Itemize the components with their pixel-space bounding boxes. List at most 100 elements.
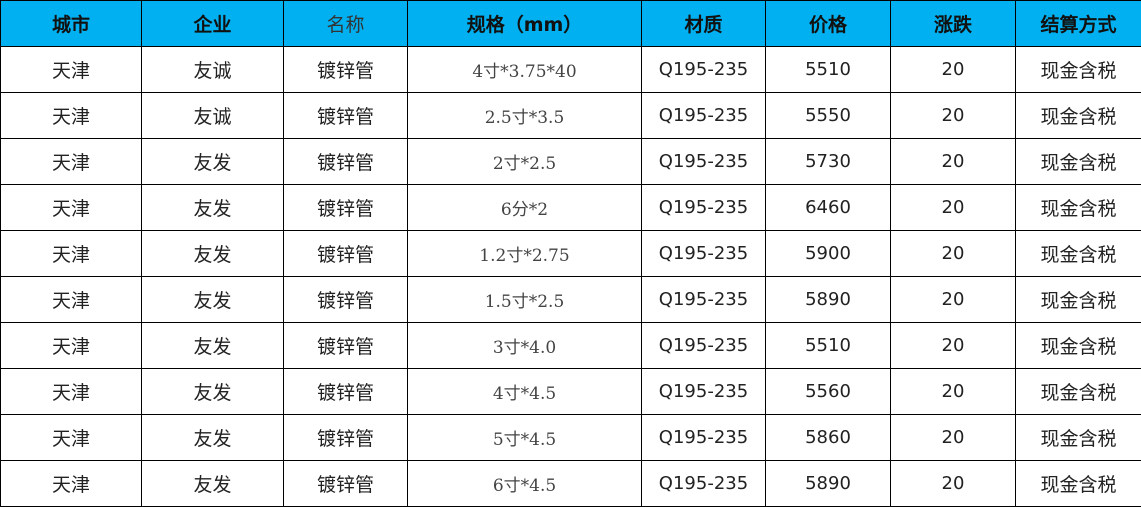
cell-material: Q195-235 [641,138,766,185]
cell-settlement: 现金含税 [1015,460,1141,507]
cell-material: Q195-235 [641,184,766,231]
cell-change: 20 [890,276,1016,323]
cell-settlement: 现金含税 [1015,368,1141,415]
table-row: 天津 友发 镀锌管 3寸*4.0 Q195-235 5510 20 现金含税 [0,322,1141,369]
cell-product: 镀锌管 [283,92,408,139]
cell-price: 5900 [765,230,891,277]
cell-material: Q195-235 [641,414,766,461]
table-row: 天津 友诚 镀锌管 4寸*3.75*40 Q195-235 5510 20 现金含税 [0,46,1141,93]
cell-price: 5860 [765,414,891,461]
cell-product: 镀锌管 [283,368,408,415]
column-header-city: 城市 [0,0,142,47]
cell-settlement: 现金含税 [1015,92,1141,139]
column-header-spec: 规格（mm） [407,0,642,47]
cell-price: 5730 [765,138,891,185]
cell-change: 20 [890,414,1016,461]
cell-city: 天津 [0,276,142,323]
cell-company: 友发 [141,184,284,231]
cell-change: 20 [890,46,1016,93]
table-row: 天津 友发 镀锌管 6分*2 Q195-235 6460 20 现金含税 [0,184,1141,231]
table-row: 天津 友发 镀锌管 4寸*4.5 Q195-235 5560 20 现金含税 [0,368,1141,415]
table-row: 天津 友发 镀锌管 5寸*4.5 Q195-235 5860 20 现金含税 [0,414,1141,461]
cell-price: 5890 [765,460,891,507]
column-header-price: 价格 [765,0,891,47]
cell-product: 镀锌管 [283,276,408,323]
cell-city: 天津 [0,46,142,93]
cell-material: Q195-235 [641,46,766,93]
cell-settlement: 现金含税 [1015,184,1141,231]
cell-product: 镀锌管 [283,322,408,369]
cell-company: 友发 [141,322,284,369]
cell-change: 20 [890,368,1016,415]
cell-settlement: 现金含税 [1015,322,1141,369]
cell-company: 友发 [141,230,284,277]
cell-city: 天津 [0,368,142,415]
cell-material: Q195-235 [641,276,766,323]
cell-city: 天津 [0,230,142,277]
cell-company: 友诚 [141,92,284,139]
cell-city: 天津 [0,138,142,185]
cell-price: 5560 [765,368,891,415]
cell-product: 镀锌管 [283,230,408,277]
column-header-change: 涨跌 [890,0,1016,47]
cell-company: 友诚 [141,46,284,93]
cell-spec: 1.2寸*2.75 [407,230,642,277]
table-row: 天津 友发 镀锌管 1.2寸*2.75 Q195-235 5900 20 现金含税 [0,230,1141,277]
cell-company: 友发 [141,414,284,461]
cell-settlement: 现金含税 [1015,276,1141,323]
cell-change: 20 [890,138,1016,185]
cell-company: 友发 [141,460,284,507]
cell-change: 20 [890,230,1016,277]
cell-price: 5550 [765,92,891,139]
cell-settlement: 现金含税 [1015,138,1141,185]
cell-change: 20 [890,460,1016,507]
cell-material: Q195-235 [641,460,766,507]
cell-product: 镀锌管 [283,414,408,461]
column-header-product: 名称 [283,0,408,47]
cell-spec: 4寸*3.75*40 [407,46,642,93]
cell-material: Q195-235 [641,92,766,139]
cell-settlement: 现金含税 [1015,230,1141,277]
table-row: 天津 友诚 镀锌管 2.5寸*3.5 Q195-235 5550 20 现金含税 [0,92,1141,139]
cell-change: 20 [890,322,1016,369]
cell-spec: 4寸*4.5 [407,368,642,415]
cell-price: 5890 [765,276,891,323]
cell-product: 镀锌管 [283,138,408,185]
cell-city: 天津 [0,184,142,231]
cell-company: 友发 [141,138,284,185]
table-row: 天津 友发 镀锌管 2寸*2.5 Q195-235 5730 20 现金含税 [0,138,1141,185]
cell-change: 20 [890,92,1016,139]
column-header-company: 企业 [141,0,284,47]
cell-spec: 2.5寸*3.5 [407,92,642,139]
cell-change: 20 [890,184,1016,231]
cell-company: 友发 [141,368,284,415]
column-header-settlement: 结算方式 [1015,0,1141,47]
cell-spec: 6分*2 [407,184,642,231]
cell-price: 5510 [765,46,891,93]
cell-price: 6460 [765,184,891,231]
cell-city: 天津 [0,460,142,507]
cell-material: Q195-235 [641,368,766,415]
cell-product: 镀锌管 [283,46,408,93]
cell-material: Q195-235 [641,230,766,277]
cell-settlement: 现金含税 [1015,46,1141,93]
cell-city: 天津 [0,414,142,461]
cell-spec: 5寸*4.5 [407,414,642,461]
cell-city: 天津 [0,92,142,139]
cell-price: 5510 [765,322,891,369]
cell-product: 镀锌管 [283,460,408,507]
cell-spec: 3寸*4.0 [407,322,642,369]
cell-spec: 1.5寸*2.5 [407,276,642,323]
cell-city: 天津 [0,322,142,369]
column-header-material: 材质 [641,0,766,47]
table-row: 天津 友发 镀锌管 6寸*4.5 Q195-235 5890 20 现金含税 [0,460,1141,507]
cell-spec: 2寸*2.5 [407,138,642,185]
table-header-row: 城市 企业 名称 规格（mm） 材质 价格 涨跌 结算方式 [0,0,1141,47]
cell-product: 镀锌管 [283,184,408,231]
cell-company: 友发 [141,276,284,323]
cell-settlement: 现金含税 [1015,414,1141,461]
table-row: 天津 友发 镀锌管 1.5寸*2.5 Q195-235 5890 20 现金含税 [0,276,1141,323]
cell-material: Q195-235 [641,322,766,369]
cell-spec: 6寸*4.5 [407,460,642,507]
